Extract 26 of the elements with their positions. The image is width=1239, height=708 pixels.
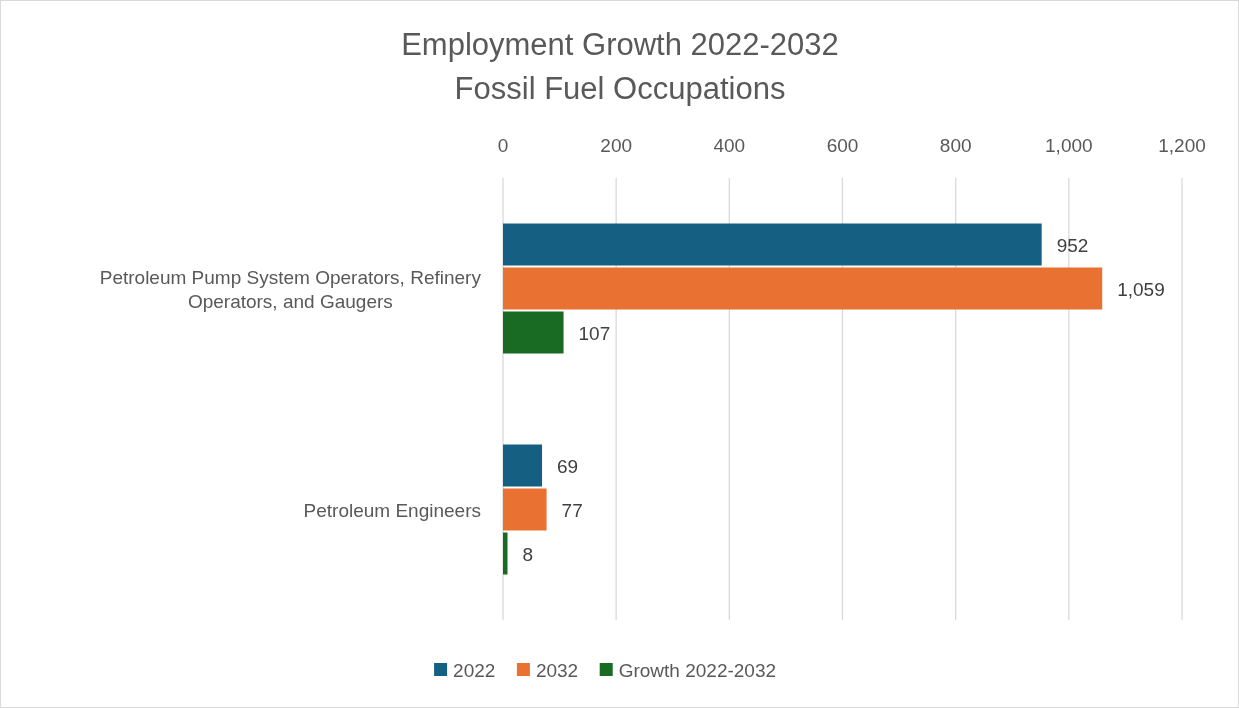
x-tick-label: 1,200 <box>1158 135 1206 156</box>
bar <box>503 488 547 531</box>
bar <box>503 223 1042 266</box>
x-tick-label: 200 <box>600 135 633 156</box>
legend-label: 2032 <box>535 660 579 681</box>
x-tick-label: 0 <box>497 135 509 156</box>
text: 1,059 <box>1117 278 1165 300</box>
text: 8 <box>522 543 534 565</box>
text: 69 <box>557 455 579 477</box>
chart-subtitle: Fossil Fuel Occupations <box>454 71 786 106</box>
bar <box>503 311 564 354</box>
bar <box>503 532 508 575</box>
chart-title: Employment Growth 2022-2032 <box>401 27 839 62</box>
legend-label: 2022 <box>453 660 496 681</box>
text: 77 <box>561 499 583 521</box>
text: 952 <box>1056 234 1089 256</box>
x-tick-label: 1,000 <box>1045 135 1093 156</box>
bar <box>503 267 1103 310</box>
legend-label: Growth 2022-2032 <box>618 660 777 681</box>
x-tick-label: 400 <box>713 135 746 156</box>
x-tick-label: 600 <box>826 135 859 156</box>
y-tick-label: Petroleum Pump System Operators, Refinery Operators, and Gaugers <box>99 266 482 312</box>
x-tick-label: 800 <box>939 135 972 156</box>
y-tick-label: Petroleum Engineers <box>303 499 481 521</box>
text: 107 <box>578 322 611 344</box>
bar <box>503 444 543 487</box>
